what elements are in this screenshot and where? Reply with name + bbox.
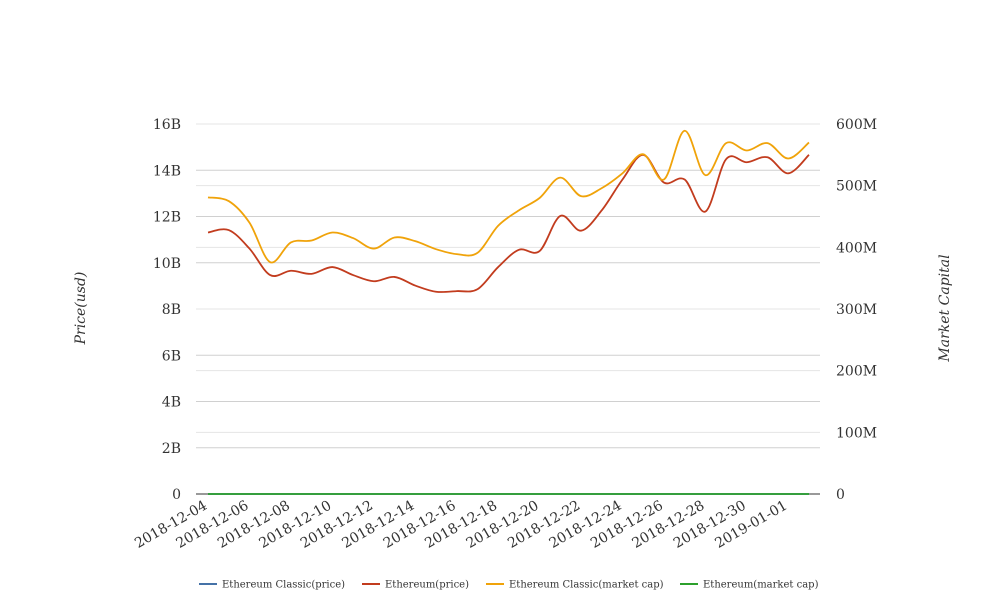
y-tick-label-right: 0 [836,487,845,503]
axes: 0 2B 4B 6B 8B 10B 12B 14B 16B 0 100M 200M 300M 400M 50… [132,117,877,552]
y-tick-label-right: 600M [836,117,877,133]
series-line-2 [207,129,810,264]
y-tick-label-left: 10B [153,256,181,272]
y-tick-label-right: 200M [836,364,877,380]
y-tick-label-right: 500M [836,179,877,195]
y-tick-label-right: 100M [836,425,877,441]
y-tick-label-left: 6B [162,348,181,364]
legend-label: Ethereum Classic(price) [222,580,345,591]
grid [196,123,820,449]
y-tick-label-left: 2B [162,441,181,457]
series-line-1 [207,153,810,293]
y-tick-label-left: 8B [162,302,181,318]
y-tick-label-left: 16B [153,117,181,133]
legend-label: Ethereum Classic(market cap) [509,580,664,591]
y-tick-label-left: 4B [162,395,181,411]
legend-label: Ethereum(price) [385,580,469,591]
y-tick-label-left: 14B [153,163,181,179]
legend-label: Ethereum(market cap) [703,580,819,591]
y-tick-label-left: 12B [153,210,181,226]
y-tick-label-right: 300M [836,302,877,318]
y-tick-label-left: 0 [172,487,181,503]
y-axis-title-right: Market Capital [937,254,953,362]
y-axis-title-left: Price(usd) [73,272,89,346]
y-tick-label-right: 400M [836,240,877,256]
series-lines [207,129,810,495]
legend: Ethereum Classic(price) Ethereum(price) Et… [199,580,819,591]
